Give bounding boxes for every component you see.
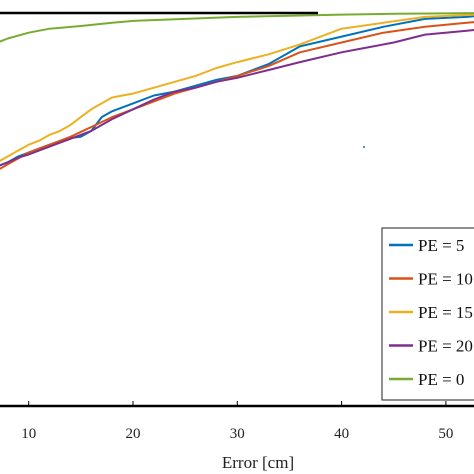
x-tick-label: 30	[230, 426, 245, 442]
x-axis-ticks: 10 20 30 40 50	[21, 401, 453, 442]
legend: PE = 5 PE = 10 PE = 15 PE = 20 PE = 0	[381, 227, 474, 401]
stray-point	[363, 146, 365, 148]
series-line-4	[0, 29, 474, 167]
series-line-5	[0, 12, 474, 43]
series-lines	[0, 12, 474, 170]
series-line-2	[0, 21, 474, 170]
series-line-3	[0, 13, 474, 162]
series-line-1	[0, 15, 474, 167]
x-axis-title: Error [cm]	[222, 453, 294, 472]
legend-label-4: PE = 20	[418, 337, 473, 356]
x-tick-label: 50	[438, 426, 453, 442]
legend-label-1: PE = 5	[418, 236, 464, 255]
x-tick-label: 10	[21, 426, 36, 442]
legend-label-5: PE = 0	[418, 370, 464, 389]
x-tick-label: 40	[334, 426, 349, 442]
x-tick-label: 20	[126, 426, 141, 442]
legend-label-2: PE = 10	[418, 270, 473, 289]
legend-label-3: PE = 15	[418, 303, 473, 322]
legend-box	[381, 227, 474, 401]
